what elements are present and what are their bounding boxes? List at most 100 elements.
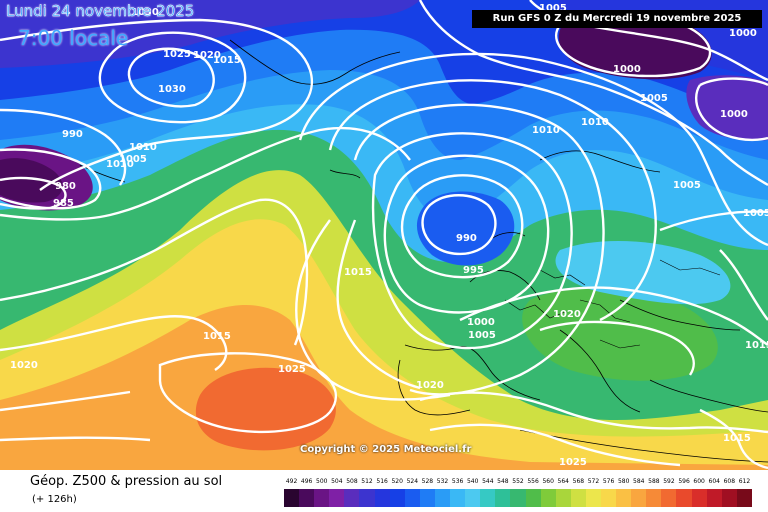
legend-swatch	[570, 489, 586, 507]
legend-swatch	[736, 489, 752, 507]
legend-tick-label: 492	[285, 478, 298, 485]
isobar-label: 995	[463, 265, 484, 276]
legend-tick-label: 556	[527, 478, 539, 485]
isobar-label: 1005	[640, 93, 668, 104]
legend-swatch	[404, 489, 420, 507]
color-legend: 492 496 500 504 508 512 516 520 524 528 532 536 540 5…	[284, 478, 752, 508]
legend-color-bar	[284, 489, 752, 507]
legend-swatch	[374, 489, 390, 507]
isobar-label: 1000	[720, 109, 748, 120]
legend-swatch	[661, 489, 677, 507]
legend-swatch	[540, 489, 556, 507]
legend-swatch	[344, 489, 360, 507]
legend-swatch	[434, 489, 451, 507]
legend-tick-label: 568	[572, 478, 585, 485]
isobar-label: 990	[456, 233, 477, 244]
isobar-label: 1025	[163, 49, 191, 60]
isobar-label: 1005	[468, 330, 496, 341]
footer: Géop. Z500 & pression au sol (+ 126h) 49…	[0, 470, 768, 512]
legend-swatch	[450, 489, 466, 507]
legend-tick-label: 552	[512, 478, 524, 485]
legend-tick-label: 564	[557, 478, 569, 485]
legend-swatch	[676, 489, 692, 507]
legend-swatch	[691, 489, 707, 507]
legend-swatch	[631, 489, 647, 507]
legend-tick-label: 528	[421, 478, 434, 485]
isobar-label: 1010	[581, 117, 609, 128]
isobar-label: 1020	[10, 360, 38, 371]
weather-map: 1030 1025 1020 1015 1030 990 1010 1005 1…	[0, 0, 768, 470]
legend-swatch	[495, 489, 511, 507]
legend-swatch	[465, 489, 481, 507]
legend-tick-label: 536	[451, 478, 464, 485]
parameter-title: Géop. Z500 & pression au sol	[30, 474, 223, 489]
isobar-label: 1000	[467, 317, 495, 328]
isobar-labels: 1030 1025 1020 1015 1030 990 1010 1005 1…	[10, 3, 768, 468]
isobar-label: 1010	[532, 125, 560, 136]
z500-low-core	[416, 191, 515, 266]
z500-band-indigo	[0, 0, 420, 68]
legend-swatch	[314, 489, 330, 507]
legend-swatch	[299, 489, 315, 507]
legend-swatch	[706, 489, 722, 507]
legend-tick-label: 560	[542, 478, 554, 485]
legend-tick-label: 612	[738, 478, 751, 485]
isobar-label: 1005	[743, 208, 768, 219]
legend-swatch	[389, 489, 405, 507]
legend-tick-label: 532	[436, 478, 449, 485]
isobar-label: 1025	[559, 457, 587, 468]
legend-tick-label: 604	[708, 478, 720, 485]
legend-tick-label: 516	[376, 478, 388, 485]
legend-swatch	[585, 489, 601, 507]
z500-band-orange	[0, 305, 768, 470]
legend-tick-label: 596	[678, 478, 690, 485]
z500-band-orange-red	[195, 367, 336, 451]
legend-swatch	[329, 489, 345, 507]
legend-tick-label: 540	[466, 478, 479, 485]
legend-tick-label: 572	[587, 478, 600, 485]
legend-tick-label: 576	[602, 478, 615, 485]
legend-tick-label: 520	[391, 478, 403, 485]
isobar-label: 1005	[119, 154, 147, 165]
copyright-notice: Copyright © 2025 Meteociel.fr	[300, 444, 472, 455]
model-run-info: Run GFS 0 Z du Mercredi 19 novembre 2025	[472, 10, 762, 28]
isobar-label: 1000	[729, 28, 757, 39]
isobar-label: 1005	[539, 3, 567, 14]
legend-tick-label: 588	[648, 478, 660, 485]
isobar-label: 1000	[613, 64, 641, 75]
lead-time: (+ 126h)	[32, 494, 77, 505]
isobar-label: 1005	[673, 180, 701, 191]
z500-band-dark-purple-west	[0, 158, 63, 203]
legend-swatch	[510, 489, 526, 507]
legend-swatch	[419, 489, 435, 507]
isobar-label: 1020	[416, 380, 444, 391]
legend-tick-label: 584	[633, 478, 645, 485]
legend-tick-label: 504	[331, 478, 343, 485]
isobar-label: 1015	[723, 433, 751, 444]
legend-swatch	[525, 489, 541, 507]
legend-tick-label: 508	[346, 478, 358, 485]
legend-tick-label: 592	[663, 478, 675, 485]
legend-tick-row: 492 496 500 504 508 512 516 520 524 528 532 536 540 5…	[284, 478, 752, 488]
legend-swatch	[359, 489, 375, 507]
isobar-label: 985	[53, 198, 74, 209]
legend-tick-label: 544	[482, 478, 494, 485]
isobar-label: 1015	[745, 340, 768, 351]
legend-tick-label: 512	[361, 478, 373, 485]
z500-band-dark-purple-east	[558, 12, 712, 80]
legend-tick-label: 600	[693, 478, 705, 485]
isobar-label: 1015	[203, 331, 231, 342]
isobar-label: 1030	[131, 7, 159, 18]
legend-swatch	[600, 489, 617, 507]
legend-swatch	[646, 489, 662, 507]
isobar-label: 990	[62, 129, 83, 140]
isobar-label: 1010	[106, 159, 134, 170]
legend-tick-label: 548	[497, 478, 509, 485]
isobar-label: 1025	[278, 364, 306, 375]
isobars	[0, 0, 768, 470]
isobar-label: 1020	[193, 50, 221, 61]
isobar-label: 1030	[158, 84, 186, 95]
legend-swatch	[480, 489, 496, 507]
isobar-label: 980	[55, 181, 76, 192]
isobar-label: 1020	[553, 309, 581, 320]
